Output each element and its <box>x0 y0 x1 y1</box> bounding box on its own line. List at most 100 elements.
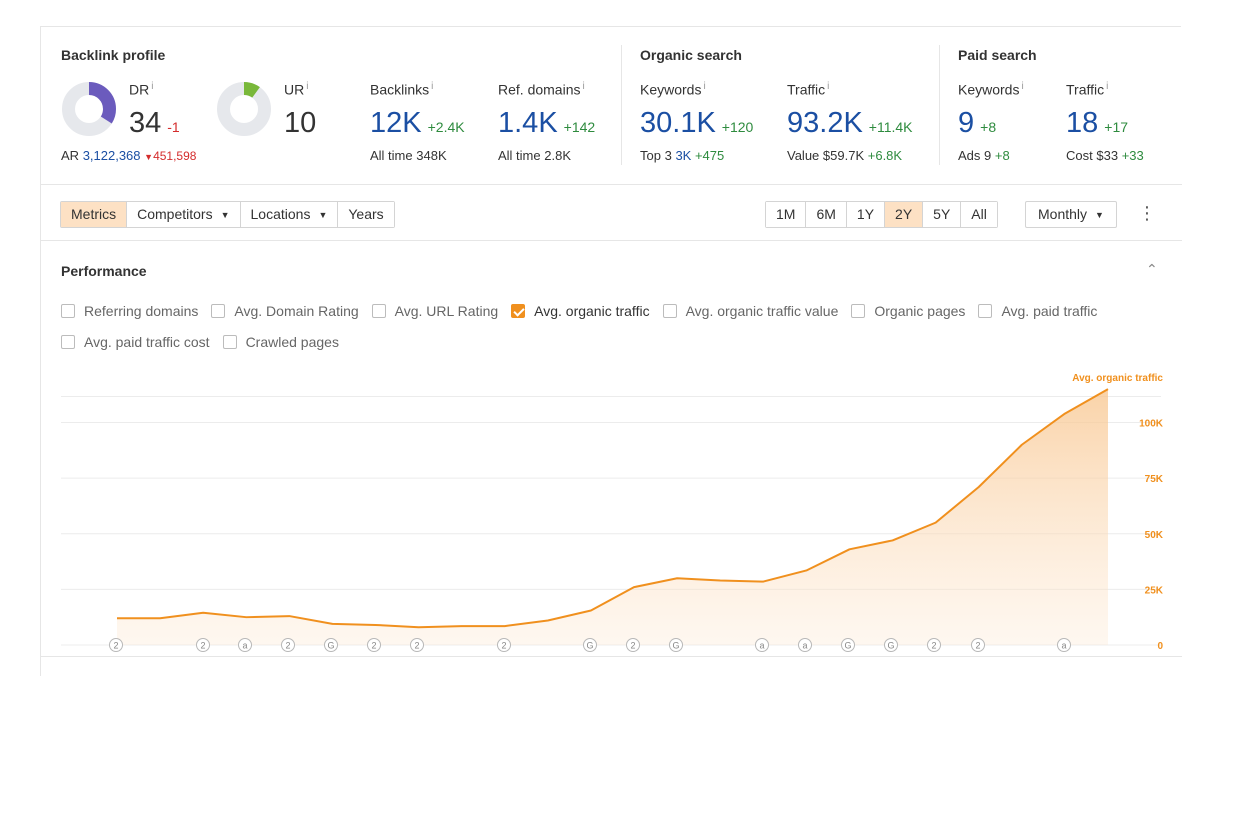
backlinks-info-icon[interactable]: i <box>431 81 434 92</box>
range-1m[interactable]: 1M <box>766 202 807 227</box>
tab-metrics-label: Metrics <box>71 206 117 222</box>
range-5y[interactable]: 5Y <box>923 202 962 227</box>
range-6m[interactable]: 6M <box>806 202 847 227</box>
organic-keywords-info-icon[interactable]: i <box>703 81 706 92</box>
annotation-marker <box>583 638 597 652</box>
checkbox-icon[interactable] <box>61 304 75 318</box>
tab-competitors-label: Competitors <box>137 206 213 222</box>
organic-traffic-label: Traffic i <box>787 81 830 98</box>
tab-competitors[interactable]: Competitors ▼ <box>127 202 241 227</box>
y-tick-label: 25K <box>1145 585 1164 596</box>
interval-dropdown[interactable]: Monthly ▼ <box>1025 201 1117 228</box>
x-tick-label: May 2022 <box>178 656 226 657</box>
range-all[interactable]: All <box>961 202 997 227</box>
annotation-marker <box>755 638 769 652</box>
metric-toggle-organic-pages[interactable]: Organic pages <box>851 303 965 319</box>
annotation-marker <box>281 638 295 652</box>
backlinks-delta: +2.4K <box>427 119 465 135</box>
annotation-marker-label: 2 <box>975 641 980 651</box>
metric-toggle-avg-paid-traffic-cost[interactable]: Avg. paid traffic cost <box>61 334 210 350</box>
checkbox-icon[interactable] <box>978 304 993 318</box>
metric-toggle-referring-domains[interactable]: Referring domains <box>61 303 198 319</box>
annotation-marker-label: 2 <box>285 641 290 651</box>
paid-traffic-info-icon[interactable]: i <box>1106 81 1109 92</box>
checkbox-checked-icon[interactable] <box>511 304 526 318</box>
checkbox-icon[interactable] <box>61 335 75 349</box>
caret-down-icon: ▼ <box>220 210 230 220</box>
metric-toggle-label: Avg. organic traffic value <box>685 303 839 319</box>
checkbox-icon[interactable] <box>371 304 386 318</box>
ur-value: 10 <box>284 107 317 139</box>
annotation-marker-label: a <box>242 641 247 651</box>
ref-domains-alltime: All time 2.8K <box>498 148 571 163</box>
metric-toggle-label: Organic pages <box>874 303 966 319</box>
organic-traffic-value[interactable]: 93.2K +11.4K <box>787 107 913 139</box>
site-overview-panel: Backlink profile DR i 34 -1 UR i 10 AR 3,12… <box>40 26 1182 676</box>
metric-toggle-label: Avg. organic traffic <box>534 303 650 319</box>
metric-toggle-avg-organic-traffic[interactable]: Avg. organic traffic <box>511 303 650 319</box>
metric-toggle-label: Avg. URL Rating <box>394 303 499 319</box>
paid-keywords-delta: +8 <box>980 119 997 135</box>
annotation-marker <box>798 638 812 652</box>
tab-locations[interactable]: Locations ▼ <box>240 202 339 227</box>
range-2y-label: 2Y <box>895 206 913 222</box>
series-area-avg-organic-traffic <box>117 389 1108 645</box>
ur-info-icon[interactable]: i <box>306 81 309 92</box>
ar-value-link[interactable]: 3,122,368 <box>82 148 141 163</box>
metric-toggle-avg-domain-rating[interactable]: Avg. Domain Rating <box>211 303 359 319</box>
organic-keywords-value[interactable]: 30.1K +120 <box>640 107 754 139</box>
kebab-icon[interactable]: ⋮ <box>1138 203 1156 223</box>
organic-traffic-info-icon[interactable]: i <box>827 81 830 92</box>
x-tick-label: Nov 2023 <box>954 656 1001 657</box>
backlinks-alltime: All time 348K <box>370 148 447 163</box>
checkbox-icon[interactable] <box>851 304 866 318</box>
legend-avg-organic-traffic: Avg. organic traffic <box>1072 373 1163 384</box>
range-all-label: All <box>971 206 987 222</box>
ref-domains-info-icon[interactable]: i <box>582 81 585 92</box>
section-divider <box>939 45 940 165</box>
top3-link[interactable]: 3K <box>675 148 692 163</box>
annotation-marker <box>971 638 985 652</box>
annotation-marker <box>367 638 381 652</box>
series-line-avg-organic-traffic <box>117 388 1109 629</box>
x-tick-label: Aug 2022 <box>307 656 354 657</box>
performance-title: Performance <box>61 263 147 279</box>
metric-toggle-label: Avg. paid traffic <box>1001 303 1098 319</box>
organic-top3: Top 3 3K +475 <box>640 148 725 163</box>
annotation-marker <box>497 638 511 652</box>
annotation-marker-label: 2 <box>113 641 118 651</box>
dr-label: DR i <box>129 81 154 98</box>
metric-toggle-avg-url-rating[interactable]: Avg. URL Rating <box>371 303 499 319</box>
checkbox-icon[interactable] <box>211 304 226 318</box>
dr-info-icon[interactable]: i <box>151 81 154 92</box>
annotation-marker-label: 2 <box>501 641 506 651</box>
range-1m-label: 1M <box>776 206 796 222</box>
tab-years[interactable]: Years <box>338 202 394 227</box>
ref-domains-value[interactable]: 1.4K +142 <box>498 107 596 139</box>
ar-line: AR 3,122,368 ▼451,598 <box>61 148 197 163</box>
checkbox-icon[interactable] <box>662 304 677 318</box>
organic-traffic-delta: +11.4K <box>868 119 913 135</box>
annotation-marker <box>410 638 424 652</box>
range-5y-label: 5Y <box>933 206 951 222</box>
paid-keywords-info-icon[interactable]: i <box>1021 81 1024 92</box>
caret-down-icon: ▼ <box>318 210 328 220</box>
checkbox-icon[interactable] <box>222 335 237 349</box>
annotation-marker <box>841 638 855 652</box>
chevron-up-icon[interactable]: ⌃ <box>1146 261 1158 277</box>
y-tick-label: 75K <box>1145 474 1164 485</box>
annotation-marker-label: G <box>586 641 593 651</box>
metric-toggle-avg-organic-traffic-value[interactable]: Avg. organic traffic value <box>662 303 839 319</box>
metric-toggle-crawled-pages[interactable]: Crawled pages <box>222 334 339 350</box>
tab-metrics[interactable]: Metrics <box>61 202 128 227</box>
range-2y[interactable]: 2Y <box>885 202 924 227</box>
range-1y[interactable]: 1Y <box>846 202 886 227</box>
caret-down-icon: ▼ <box>1095 210 1104 220</box>
backlinks-value[interactable]: 12K +2.4K <box>370 107 465 139</box>
paid-keywords-value[interactable]: 9 +8 <box>958 107 997 139</box>
metric-toggle-avg-paid-traffic[interactable]: Avg. paid traffic <box>978 303 1097 319</box>
annotation-marker-label: 2 <box>931 641 936 651</box>
paid-traffic-value[interactable]: 18 +17 <box>1066 107 1129 139</box>
paid-search-title: Paid search <box>958 47 1037 63</box>
annotation-marker-label: G <box>844 641 851 651</box>
